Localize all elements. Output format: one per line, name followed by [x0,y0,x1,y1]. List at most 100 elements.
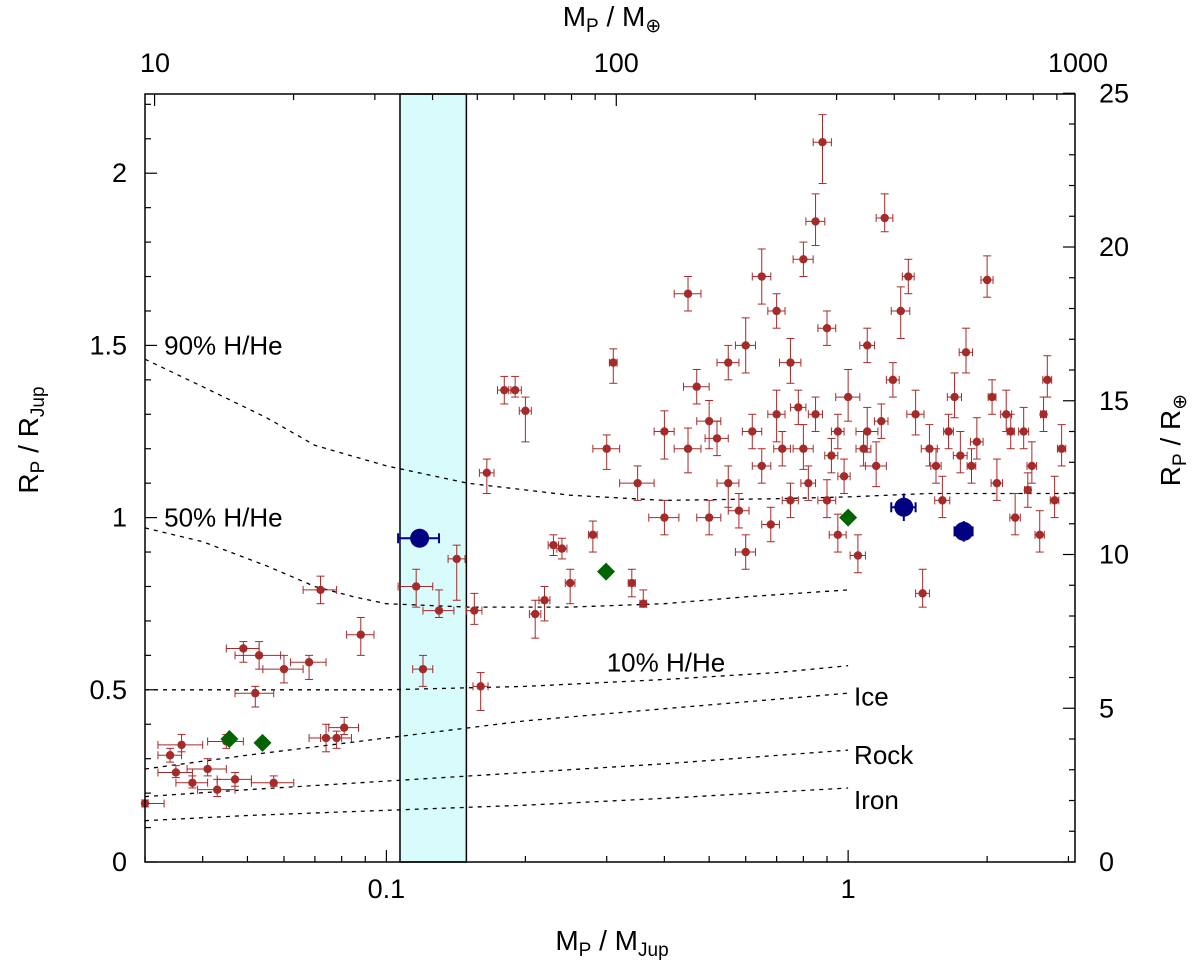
y-tick-label-right: 10 [1099,540,1129,570]
known-planet-point [804,478,813,488]
known-planet-point [818,138,827,147]
known-planet-point [786,496,795,505]
plot-frame [144,93,1076,863]
model-curve [144,749,849,798]
known-planet-point [992,478,1002,488]
known-planet [627,568,637,598]
known-planet [817,310,837,346]
known-planet-point [188,778,197,787]
y-tick-label-left: 0.5 [89,675,127,705]
known-planet-point [712,434,722,443]
known-planet [588,520,598,553]
known-planet-point [772,306,781,316]
known-planet [704,420,729,457]
known-planet [990,458,1004,501]
known-planet-point [251,689,260,698]
known-planet-point [827,451,836,460]
known-planet [778,338,802,384]
known-planet-point [627,578,637,588]
known-planet-point [896,306,905,316]
known-planet [943,413,954,450]
known-planet [478,458,495,494]
known-planet [262,654,304,684]
known-planet-point [863,341,872,350]
featured-planet-point [894,497,914,517]
known-planet [792,241,814,278]
known-planet [1039,396,1048,433]
known-planet [346,616,375,656]
known-planet-point [304,658,314,667]
known-planet [875,193,894,233]
known-planet [320,730,352,749]
model-label: 10% H/He [607,647,726,677]
y-axis-label-right: RP / R⊕ [1155,394,1191,486]
known-planet-point [938,496,947,505]
known-planet-point [411,582,421,591]
known-planet-point [212,785,222,794]
known-planet [952,431,968,474]
known-planet-point [1023,485,1033,495]
known-planet-point [588,530,598,540]
solar-system-planets [220,508,858,752]
known-planet [792,424,814,470]
known-planet [1023,472,1033,508]
model-label: Rock [854,740,914,770]
known-planet-point [734,506,744,515]
known-planet-point [476,682,485,691]
known-planet-point [833,427,843,436]
known-planet [186,758,227,777]
y-tick-label-left: 1.5 [89,330,127,360]
known-planet-point [859,444,868,453]
known-planet [934,475,951,519]
known-planet-point [639,599,648,608]
known-planet-point [972,437,982,447]
known-planet-point [839,472,849,481]
known-planet-point [1035,530,1044,540]
known-planet-point [1002,410,1011,419]
featured-planet-point [954,521,974,541]
known-planet [538,585,551,622]
model-curves [144,358,1075,822]
known-planet [422,589,455,618]
known-planet-point [660,427,669,436]
known-planet-point [500,385,509,395]
known-planet-point [316,585,325,595]
known-planet-point [853,551,863,560]
known-planet-point [967,461,976,471]
known-planet-point [254,651,264,660]
known-planet [958,327,974,374]
x-axis-label-top: MP / M⊕ [563,1,662,37]
known-planet [805,193,826,247]
known-planet [472,672,489,711]
known-planet-point [177,740,186,750]
known-planet-point [724,478,733,488]
known-planet [250,775,295,787]
known-planet-point [549,540,558,550]
known-planet-point [741,547,750,557]
known-planet-point [609,358,618,367]
model-label: 90% H/He [164,330,282,360]
known-planet-point [911,410,920,419]
known-planet-point [778,444,787,453]
known-planet-point [918,589,927,598]
known-planet [800,465,817,501]
known-planet-point [1050,496,1059,505]
known-planet [901,258,915,295]
known-planet [969,417,984,460]
known-planet [980,255,994,298]
known-planet-point [452,554,461,564]
known-planet-point [843,392,853,402]
known-planet [837,458,851,494]
y-tick-label-left: 2 [112,158,127,188]
known-planet-point [811,217,820,226]
model-label: 50% H/He [164,503,282,533]
known-planet [855,406,879,453]
known-planet [751,448,772,484]
known-planet-point [269,778,278,787]
featured-planets [397,493,974,548]
known-planet [966,448,977,484]
known-planet-point [766,520,775,529]
known-planet [807,396,823,433]
known-planet [789,389,807,426]
known-planet-point [757,272,766,281]
